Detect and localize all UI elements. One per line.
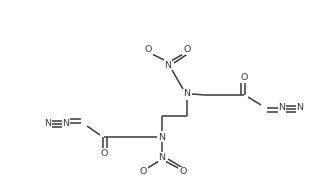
- Text: N: N: [279, 104, 285, 113]
- Text: O: O: [144, 46, 152, 55]
- Text: N: N: [44, 119, 52, 127]
- Text: N: N: [165, 61, 171, 69]
- Text: N: N: [183, 89, 191, 99]
- Text: N: N: [158, 133, 166, 141]
- Text: N: N: [158, 152, 166, 161]
- Text: O: O: [100, 148, 108, 158]
- Text: N: N: [296, 104, 304, 113]
- Text: O: O: [183, 46, 191, 55]
- Text: O: O: [179, 167, 187, 177]
- Text: N: N: [63, 119, 70, 127]
- Text: O: O: [139, 167, 147, 177]
- Text: O: O: [240, 74, 248, 82]
